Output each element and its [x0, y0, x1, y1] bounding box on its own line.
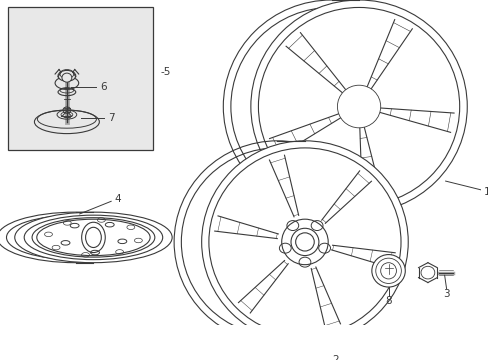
Ellipse shape	[339, 88, 377, 125]
Ellipse shape	[58, 71, 76, 81]
Text: 8: 8	[385, 297, 391, 306]
Ellipse shape	[250, 0, 467, 213]
Text: 1: 1	[483, 187, 488, 197]
Text: 4: 4	[115, 194, 121, 204]
Ellipse shape	[208, 148, 400, 336]
Bar	[8, 7, 153, 150]
Ellipse shape	[290, 228, 318, 256]
Ellipse shape	[371, 255, 405, 287]
Ellipse shape	[32, 218, 155, 257]
Ellipse shape	[375, 258, 401, 283]
Ellipse shape	[258, 8, 459, 206]
Ellipse shape	[62, 73, 72, 82]
Ellipse shape	[281, 219, 327, 265]
Ellipse shape	[337, 85, 380, 128]
Text: 3: 3	[443, 289, 449, 299]
Ellipse shape	[37, 219, 150, 256]
Ellipse shape	[15, 212, 172, 263]
Ellipse shape	[201, 141, 407, 343]
Text: 2: 2	[332, 355, 339, 360]
Ellipse shape	[295, 233, 314, 251]
Text: -5: -5	[160, 67, 170, 77]
Text: 6: 6	[100, 82, 107, 92]
Ellipse shape	[350, 98, 367, 115]
Ellipse shape	[24, 215, 163, 260]
Text: 7: 7	[108, 113, 115, 123]
